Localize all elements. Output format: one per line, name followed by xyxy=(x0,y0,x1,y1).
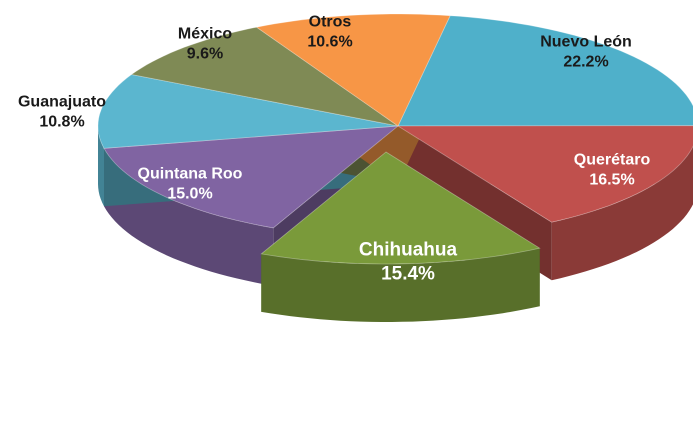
slice xyxy=(130,26,399,127)
slice-value-label: 15.0% xyxy=(167,186,212,203)
slice-side xyxy=(104,148,274,286)
slice-value-label: 15.4% xyxy=(381,263,435,284)
slice-value-label: 9.6% xyxy=(187,46,223,63)
slice-value-label: 10.6% xyxy=(307,34,352,51)
slice-label: Guanajuato xyxy=(18,94,106,111)
slice-value-label: 10.8% xyxy=(39,114,84,131)
slice-label: México xyxy=(178,26,232,43)
slice-label: Chihuahua xyxy=(359,240,458,261)
pie xyxy=(97,13,693,322)
slice-side xyxy=(98,126,104,207)
slice-label: Otros xyxy=(309,14,352,31)
slice xyxy=(255,13,451,127)
slice xyxy=(97,74,399,149)
slice-value-label: 22.2% xyxy=(563,54,608,71)
slice-side xyxy=(261,248,540,322)
labels: Nuevo León22.2%Querétaro16.5%Chihuahua15… xyxy=(18,14,650,285)
slice xyxy=(103,125,400,229)
slice xyxy=(260,151,541,265)
slice-label: Nuevo León xyxy=(540,34,632,51)
slice-label: Querétaro xyxy=(574,152,651,169)
slice-side xyxy=(551,146,693,281)
slice xyxy=(396,125,693,223)
slice-label: Quintana Roo xyxy=(138,166,243,183)
slice xyxy=(397,15,693,127)
slice-value-label: 16.5% xyxy=(589,172,634,189)
